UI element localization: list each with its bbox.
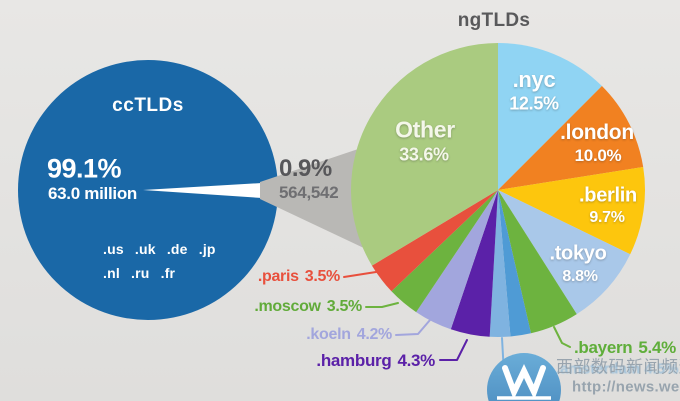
- callout-line-bayern: [553, 326, 571, 348]
- cctld-count: 63.0 million: [48, 184, 137, 203]
- callout-pct-moscow: 3.5%: [326, 298, 363, 315]
- callout-tld-moscow: .moscow: [254, 298, 321, 315]
- callout-line-paris: [343, 271, 377, 278]
- callout-tld-bayern: .bayern: [574, 338, 633, 357]
- slice-pct-london: 10.0%: [574, 146, 622, 165]
- watermark-url: http://news.west.cn: [572, 378, 680, 396]
- callout-tld-koeln: .koeln: [306, 326, 351, 343]
- callout-pct-bayern: 5.4%: [638, 338, 676, 357]
- callout-label-bayern: .bayern 5.4%: [574, 338, 676, 358]
- pie-slice-hidden-6: [489, 190, 511, 338]
- slice-label-nyc: .nyc: [512, 67, 556, 92]
- callout-line-hidden: [501, 337, 505, 375]
- callout-label-moscow: .moscow 3.5%: [254, 298, 362, 316]
- callout-line-moscow: [365, 302, 399, 308]
- pie-slice-koeln: [416, 190, 498, 330]
- callout-label-paris: .paris 3.5%: [258, 268, 340, 286]
- callout-tld-paris: .paris: [257, 268, 299, 285]
- slice-label-other: Other: [395, 116, 455, 143]
- ngtld-share-percent: 0.9%: [279, 155, 332, 182]
- slice-pct-nyc: 12.5%: [509, 93, 559, 114]
- cctld-examples-row1: .us .uk .de .jp: [103, 241, 216, 257]
- callout-label-hamburg: .hamburg 4.3%: [316, 351, 435, 371]
- callout-line-hamburg: [439, 339, 468, 361]
- slice-label-london: .london: [560, 121, 634, 144]
- slice-label-tokyo: .tokyo: [549, 242, 607, 265]
- pie-slice-nyc: [498, 43, 602, 190]
- slice-label-berlin: .berlin: [579, 184, 637, 207]
- watermark-logo: [487, 353, 561, 401]
- watermark-site-name: 西部数码新闻频道: [556, 357, 680, 377]
- cctld-title: ccTLDs: [112, 95, 184, 116]
- cctld-examples-row2: .nl .ru .fr: [103, 265, 176, 281]
- callout-tld-hamburg: .hamburg: [316, 351, 392, 370]
- callout-label-koeln: .koeln 4.2%: [306, 326, 392, 344]
- ngtld-chart-title: ngTLDs: [457, 10, 531, 31]
- callout-line-koeln: [395, 319, 431, 336]
- callout-pct-paris: 3.5%: [304, 268, 341, 285]
- obscured-slice-label: .amsterdam 4.5%: [556, 360, 679, 378]
- pie-slice-hamburg: [450, 190, 498, 337]
- slice-pct-berlin: 9.7%: [589, 209, 625, 226]
- callout-pct-koeln: 4.2%: [356, 326, 393, 343]
- pie-slice-hidden-5: [498, 190, 531, 337]
- cctld-percent: 99.1%: [47, 153, 122, 184]
- pie-slice-moscow: [391, 190, 498, 313]
- ngtld-share-count: 564,542: [279, 183, 339, 202]
- slice-pct-other: 33.6%: [399, 144, 449, 165]
- pie-slice-paris: [371, 190, 498, 292]
- callout-pct-hamburg: 4.3%: [397, 351, 435, 370]
- slice-pct-tokyo: 8.8%: [562, 268, 598, 285]
